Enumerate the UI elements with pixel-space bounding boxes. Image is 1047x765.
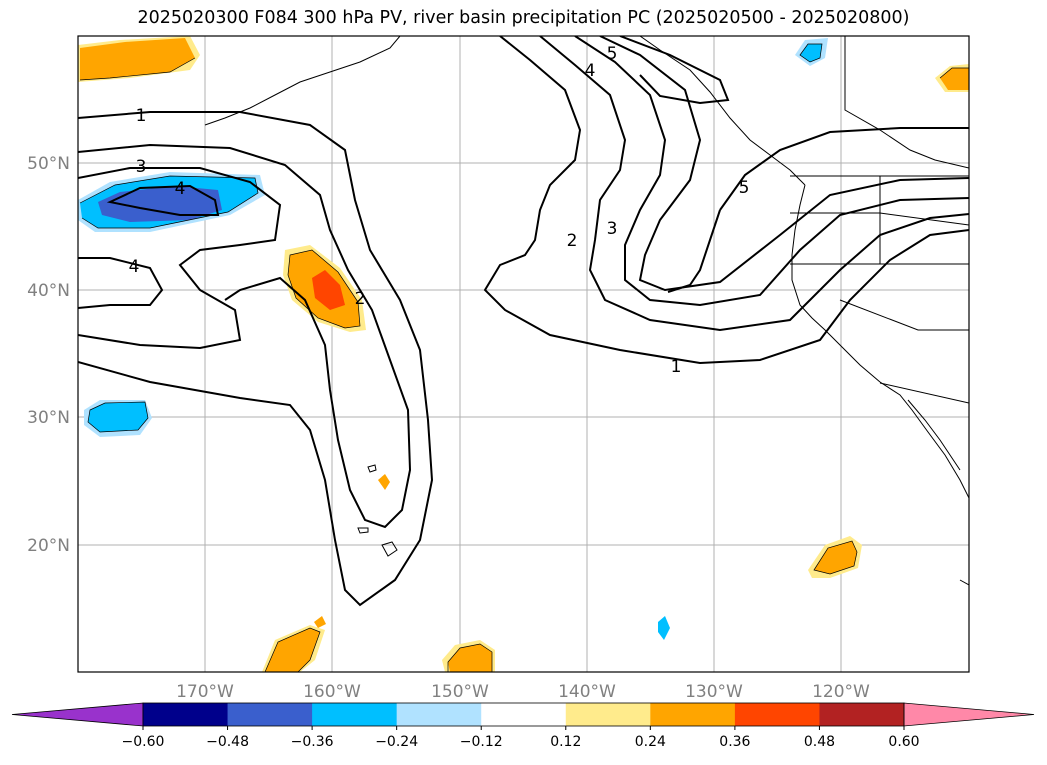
colorbar-tick-label: 0.36: [719, 734, 750, 750]
colorbar-bin: [396, 703, 482, 726]
contour-label: 5: [607, 44, 618, 64]
pv-contours: [78, 36, 969, 607]
contour-label: 3: [607, 219, 618, 239]
colorbar-tick-label: −0.60: [122, 734, 165, 750]
colorbar-bin: [819, 703, 905, 726]
contour-label: 1: [671, 357, 682, 377]
colorbar-bin: [481, 703, 567, 726]
colorbar: −0.60 −0.48 −0.36 −0.24 −0.12 0.12 0.24 0.36 0.4…: [11, 702, 1035, 750]
map-frame: [77, 35, 970, 673]
lat-tick-labels: 50°N 40°N 30°N 20°N: [27, 154, 70, 556]
lon-tick-label: 140°W: [558, 682, 616, 702]
precip-shading: [78, 36, 969, 672]
lon-tick-label: 170°W: [176, 682, 234, 702]
contour-label: 5: [739, 178, 750, 198]
lon-tick-label: 130°W: [685, 682, 743, 702]
contour-labels: 1 3 4 4 2 2 3 4 5 5 1: [129, 44, 750, 377]
colorbar-under-extension: [11, 702, 144, 727]
colorbar-bin: [227, 703, 313, 726]
map-title: 2025020300 F084 300 hPa PV, river basin …: [137, 8, 910, 28]
lon-tick-labels: 170°W 160°W 150°W 140°W 130°W 120°W: [176, 682, 870, 702]
precip-outlines: [79, 43, 969, 672]
contour-label: 2: [355, 289, 366, 309]
colorbar-bin: [143, 703, 229, 726]
colorbar-tick-label: −0.12: [460, 734, 503, 750]
colorbar-tick-label: 0.12: [550, 734, 581, 750]
contour-label: 2: [567, 231, 578, 251]
colorbar-bin: [565, 703, 651, 726]
lon-tick-label: 160°W: [303, 682, 361, 702]
colorbar-frame: [142, 702, 905, 727]
colorbar-bin: [650, 703, 736, 726]
lon-tick-label: 120°W: [812, 682, 870, 702]
colorbar-tick-label: −0.36: [291, 734, 334, 750]
colorbar-tick-label: 0.24: [635, 734, 666, 750]
contour-label: 4: [585, 61, 596, 81]
lat-tick-label: 20°N: [27, 536, 70, 556]
lon-tick-label: 150°W: [431, 682, 489, 702]
lat-tick-label: 30°N: [27, 408, 70, 428]
colorbar-bin: [734, 703, 820, 726]
contour-label: 4: [175, 179, 186, 199]
colorbar-bin: [312, 703, 398, 726]
lat-tick-label: 40°N: [27, 281, 70, 301]
colorbar-tick-label: 0.60: [888, 734, 919, 750]
lat-tick-label: 50°N: [27, 154, 70, 174]
coastlines: [204, 36, 969, 586]
contour-label: 1: [136, 106, 147, 126]
contour-label: 4: [129, 257, 140, 277]
colorbar-tick-label: −0.48: [206, 734, 249, 750]
colorbar-over-extension: [903, 702, 1035, 727]
colorbar-tick-label: −0.24: [375, 734, 418, 750]
colorbar-tick-label: 0.48: [804, 734, 835, 750]
contour-label: 3: [136, 157, 147, 177]
